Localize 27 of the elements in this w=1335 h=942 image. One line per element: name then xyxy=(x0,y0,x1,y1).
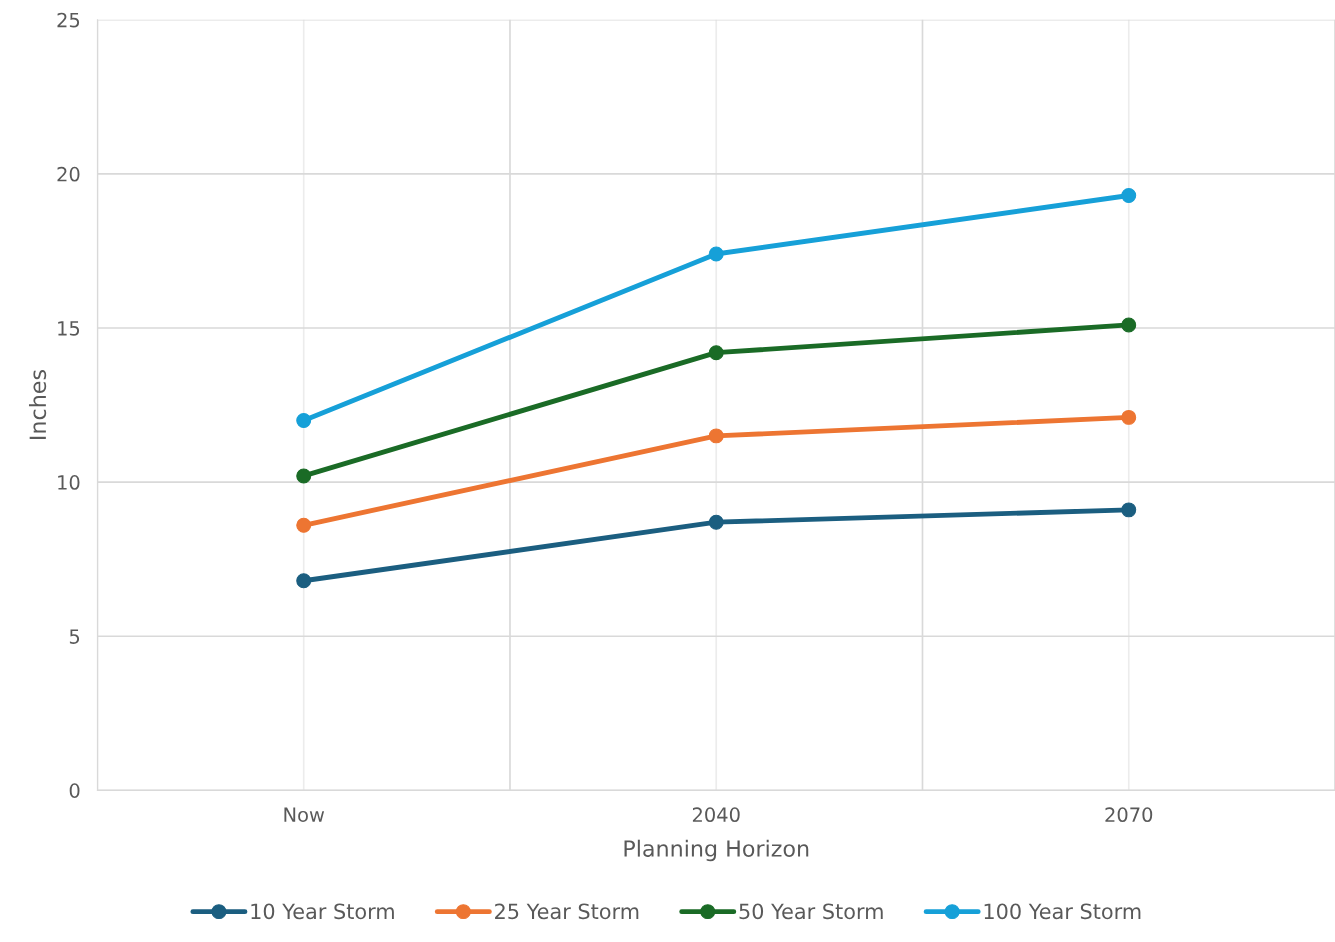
x-tick-label: 2040 xyxy=(692,807,740,823)
y-tick-label: 25 xyxy=(57,12,80,28)
point xyxy=(1121,502,1137,518)
y-tick-label: 5 xyxy=(69,629,80,644)
point xyxy=(1121,409,1137,425)
legend-label: 50 Year Storm xyxy=(739,903,883,920)
point xyxy=(708,345,724,361)
legend-label: 25 Year Storm xyxy=(495,903,639,920)
point xyxy=(708,246,724,262)
y-tick-label: 20 xyxy=(57,166,80,182)
point xyxy=(296,413,312,428)
point xyxy=(296,573,312,589)
x-tick-label: Now xyxy=(284,807,325,823)
y-tick-label: 10 xyxy=(58,475,80,490)
y-axis-title: Inches xyxy=(28,370,47,439)
y-tick-label: 0 xyxy=(69,783,80,798)
x-tick-label: 2070 xyxy=(1105,807,1153,823)
legend-label: 100 Year Storm xyxy=(984,903,1141,920)
point xyxy=(296,468,312,484)
point xyxy=(296,517,312,533)
point xyxy=(708,428,724,444)
y-tick-label: 15 xyxy=(58,321,80,336)
x-axis-title: Planning Horizon xyxy=(624,839,809,862)
point xyxy=(1121,317,1137,333)
point xyxy=(1121,188,1137,203)
legend-label: 10 Year Storm xyxy=(251,903,394,920)
point xyxy=(708,514,724,530)
